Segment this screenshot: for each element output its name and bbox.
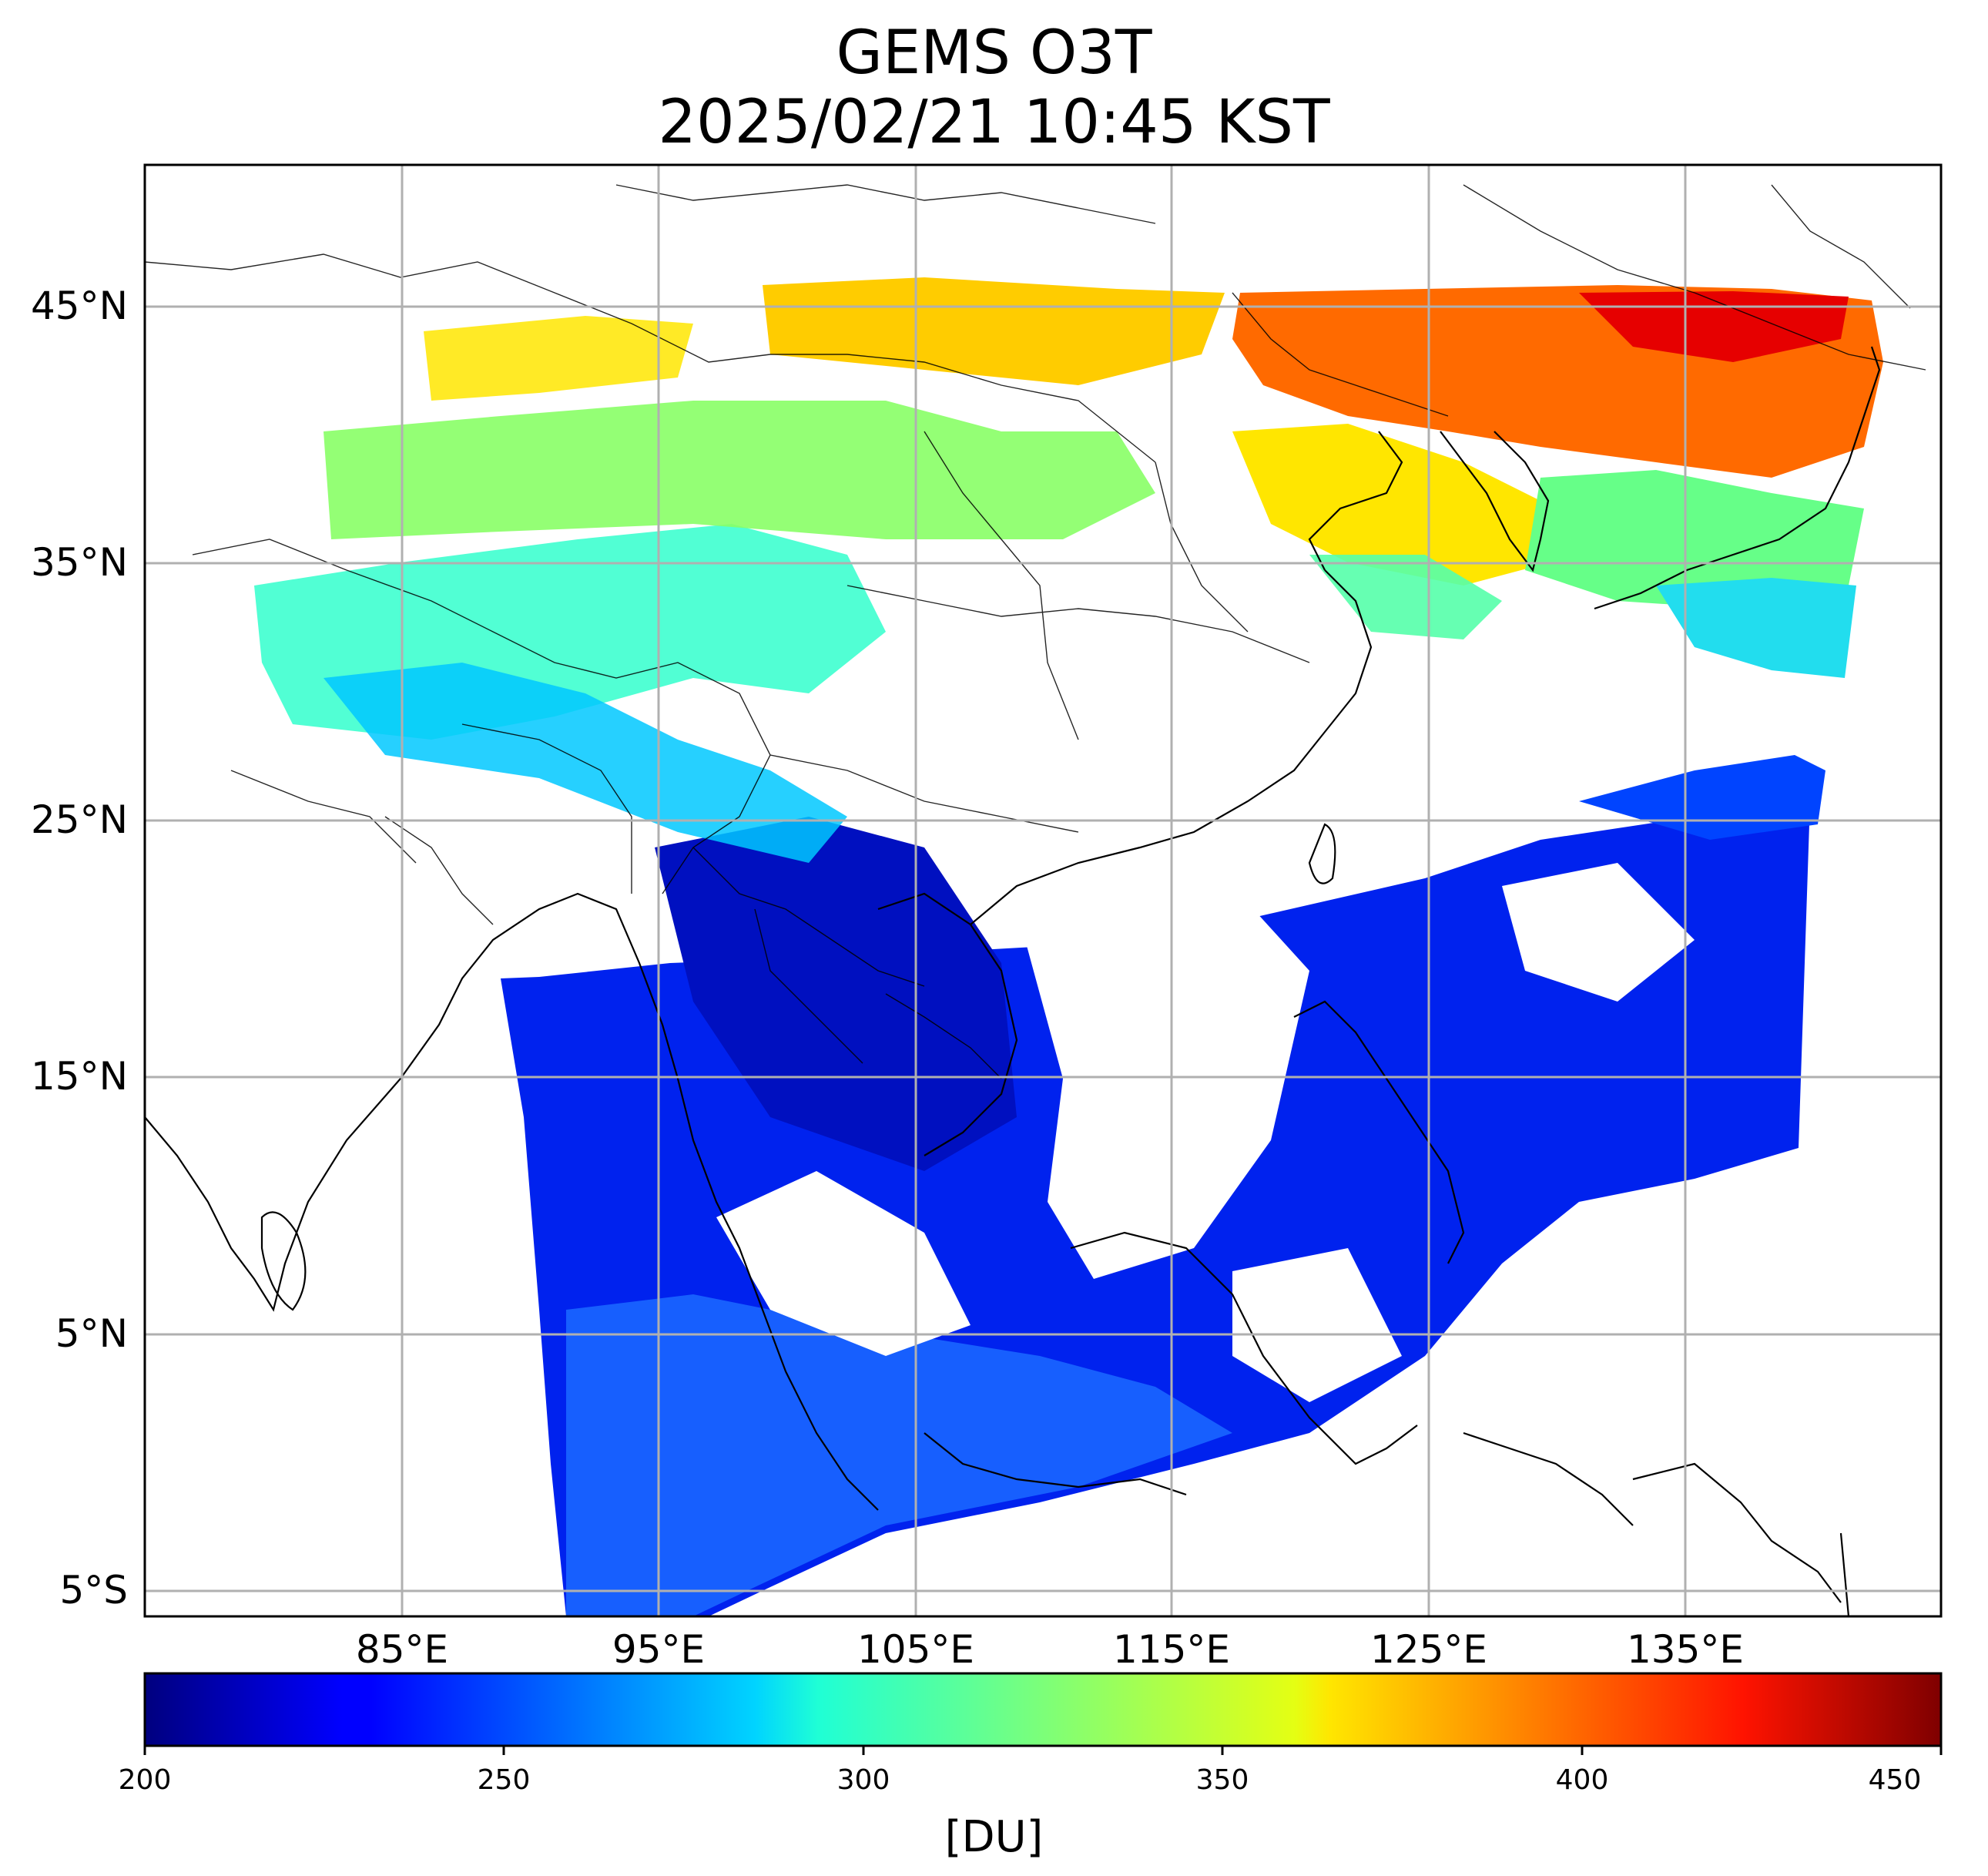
ozone-field [254,277,1883,1616]
colorbar-tick-label: 300 [836,1764,890,1796]
lat-label-5s: 5°S [59,1568,128,1613]
colorbar-tick-label: 350 [1195,1764,1249,1796]
ozone-northeast-red [1579,291,1849,362]
lon-label-115e: 115°E [1112,1627,1231,1672]
no-data-patch [1502,863,1695,1002]
colorbar-tick-label: 450 [1868,1764,1922,1796]
ozone-korea-yellow [1232,424,1579,586]
ozone-japan-green [1525,470,1864,609]
ozone-china-green [1309,555,1502,639]
chart-subtitle-timestamp: 2025/02/21 10:45 KST [658,88,1330,157]
lon-label-105e: 105°E [857,1627,975,1672]
gridlines [145,165,1941,1616]
lon-label-125e: 125°E [1369,1627,1488,1672]
lon-label-95e: 95°E [612,1627,706,1672]
map-frame [143,163,1943,1618]
colorbar-ticks [143,1746,1943,1755]
colorbar-tick-label: 400 [1555,1764,1609,1796]
lat-label-5n: 5°N [55,1311,128,1356]
coastlines [145,346,1881,1616]
ozone-band-yellow [763,277,1225,385]
no-data-patch [1232,1248,1402,1402]
no-data-patch [1017,886,1309,1279]
colorbar-unit-label: [DU] [944,1812,1044,1862]
chart-title: GEMS O3T [836,18,1152,88]
colorbar-tick-label: 250 [477,1764,531,1796]
lat-label-15n: 15°N [30,1054,128,1099]
colorbar [143,1672,1943,1747]
ozone-indochina-dark [655,817,1017,1171]
ozone-band-green [324,401,1155,539]
lat-label-25n: 25°N [30,797,128,842]
lon-label-135e: 135°E [1626,1627,1745,1672]
ozone-japan-cyan [1656,578,1856,678]
lon-label-85e: 85°E [355,1627,449,1672]
ozone-pacific-blue [1579,755,1825,840]
colorbar-tick-label: 200 [118,1764,172,1796]
no-data-patch [716,1171,971,1356]
ozone-swath-south-light [566,1294,1232,1616]
lat-label-45n: 45°N [30,284,128,328]
lat-label-35n: 35°N [30,540,128,585]
ozone-band-yellow-west [424,316,693,401]
country-borders [145,184,1926,1079]
